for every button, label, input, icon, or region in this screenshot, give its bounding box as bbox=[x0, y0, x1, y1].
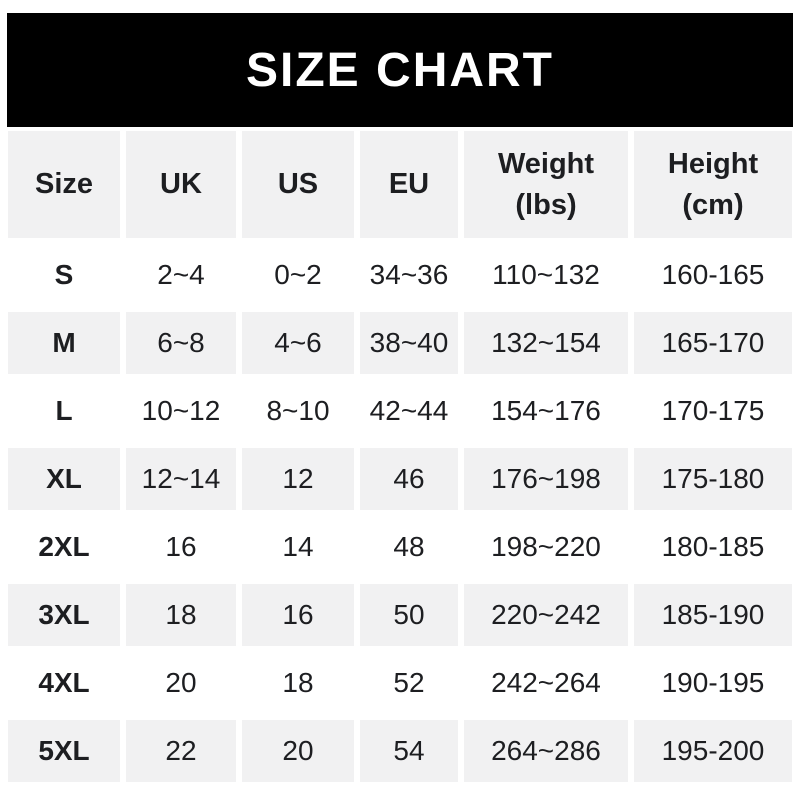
eu-cell: 34~36 bbox=[360, 244, 458, 306]
size-cell: S bbox=[8, 244, 120, 306]
size-cell: 4XL bbox=[8, 652, 120, 714]
eu-cell: 54 bbox=[360, 720, 458, 782]
header-size: Size bbox=[8, 131, 120, 238]
weight-cell: 220~242 bbox=[464, 584, 628, 646]
weight-cell: 264~286 bbox=[464, 720, 628, 782]
uk-cell: 12~14 bbox=[126, 448, 236, 510]
uk-cell: 2~4 bbox=[126, 244, 236, 306]
height-cell: 175-180 bbox=[634, 448, 792, 510]
eu-cell: 42~44 bbox=[360, 380, 458, 442]
uk-cell: 20 bbox=[126, 652, 236, 714]
table-row-xl: XL 12~14 12 46 176~198 175-180 bbox=[8, 448, 792, 510]
us-cell: 16 bbox=[242, 584, 354, 646]
uk-cell: 6~8 bbox=[126, 312, 236, 374]
size-cell: 2XL bbox=[8, 516, 120, 578]
eu-cell: 52 bbox=[360, 652, 458, 714]
us-cell: 20 bbox=[242, 720, 354, 782]
us-cell: 14 bbox=[242, 516, 354, 578]
table-row-5xl: 5XL 22 20 54 264~286 195-200 bbox=[8, 720, 792, 782]
size-cell: 3XL bbox=[8, 584, 120, 646]
height-cell: 195-200 bbox=[634, 720, 792, 782]
size-cell: 5XL bbox=[8, 720, 120, 782]
header-row: Size UK US EU Weight (lbs) Height (cm) bbox=[8, 131, 792, 238]
uk-cell: 22 bbox=[126, 720, 236, 782]
uk-cell: 18 bbox=[126, 584, 236, 646]
page-title: SIZE CHART bbox=[246, 43, 554, 97]
weight-cell: 242~264 bbox=[464, 652, 628, 714]
table-row-3xl: 3XL 18 16 50 220~242 185-190 bbox=[8, 584, 792, 646]
table-row-s: S 2~4 0~2 34~36 110~132 160-165 bbox=[8, 244, 792, 306]
table-row-m: M 6~8 4~6 38~40 132~154 165-170 bbox=[8, 312, 792, 374]
weight-cell: 198~220 bbox=[464, 516, 628, 578]
height-cell: 180-185 bbox=[634, 516, 792, 578]
header-eu: EU bbox=[360, 131, 458, 238]
table-row-2xl: 2XL 16 14 48 198~220 180-185 bbox=[8, 516, 792, 578]
weight-cell: 176~198 bbox=[464, 448, 628, 510]
size-cell: XL bbox=[8, 448, 120, 510]
weight-cell: 154~176 bbox=[464, 380, 628, 442]
header-weight: Weight (lbs) bbox=[464, 131, 628, 238]
size-cell: M bbox=[8, 312, 120, 374]
size-chart-table: Size UK US EU Weight (lbs) Height (cm) S… bbox=[2, 125, 798, 788]
eu-cell: 48 bbox=[360, 516, 458, 578]
uk-cell: 10~12 bbox=[126, 380, 236, 442]
us-cell: 18 bbox=[242, 652, 354, 714]
height-cell: 160-165 bbox=[634, 244, 792, 306]
header-us: US bbox=[242, 131, 354, 238]
us-cell: 8~10 bbox=[242, 380, 354, 442]
uk-cell: 16 bbox=[126, 516, 236, 578]
header-height: Height (cm) bbox=[634, 131, 792, 238]
eu-cell: 38~40 bbox=[360, 312, 458, 374]
eu-cell: 50 bbox=[360, 584, 458, 646]
weight-cell: 110~132 bbox=[464, 244, 628, 306]
height-cell: 165-170 bbox=[634, 312, 792, 374]
size-cell: L bbox=[8, 380, 120, 442]
us-cell: 12 bbox=[242, 448, 354, 510]
weight-cell: 132~154 bbox=[464, 312, 628, 374]
us-cell: 0~2 bbox=[242, 244, 354, 306]
table-row-l: L 10~12 8~10 42~44 154~176 170-175 bbox=[8, 380, 792, 442]
height-cell: 185-190 bbox=[634, 584, 792, 646]
height-cell: 190-195 bbox=[634, 652, 792, 714]
banner: SIZE CHART bbox=[7, 13, 793, 127]
table-row-4xl: 4XL 20 18 52 242~264 190-195 bbox=[8, 652, 792, 714]
height-cell: 170-175 bbox=[634, 380, 792, 442]
eu-cell: 46 bbox=[360, 448, 458, 510]
header-uk: UK bbox=[126, 131, 236, 238]
us-cell: 4~6 bbox=[242, 312, 354, 374]
